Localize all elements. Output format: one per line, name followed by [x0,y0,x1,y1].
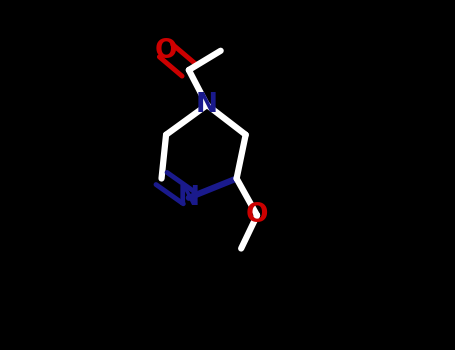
Text: O: O [246,202,268,228]
Text: O: O [155,38,177,64]
Text: N: N [196,92,218,118]
Text: N: N [178,185,200,211]
